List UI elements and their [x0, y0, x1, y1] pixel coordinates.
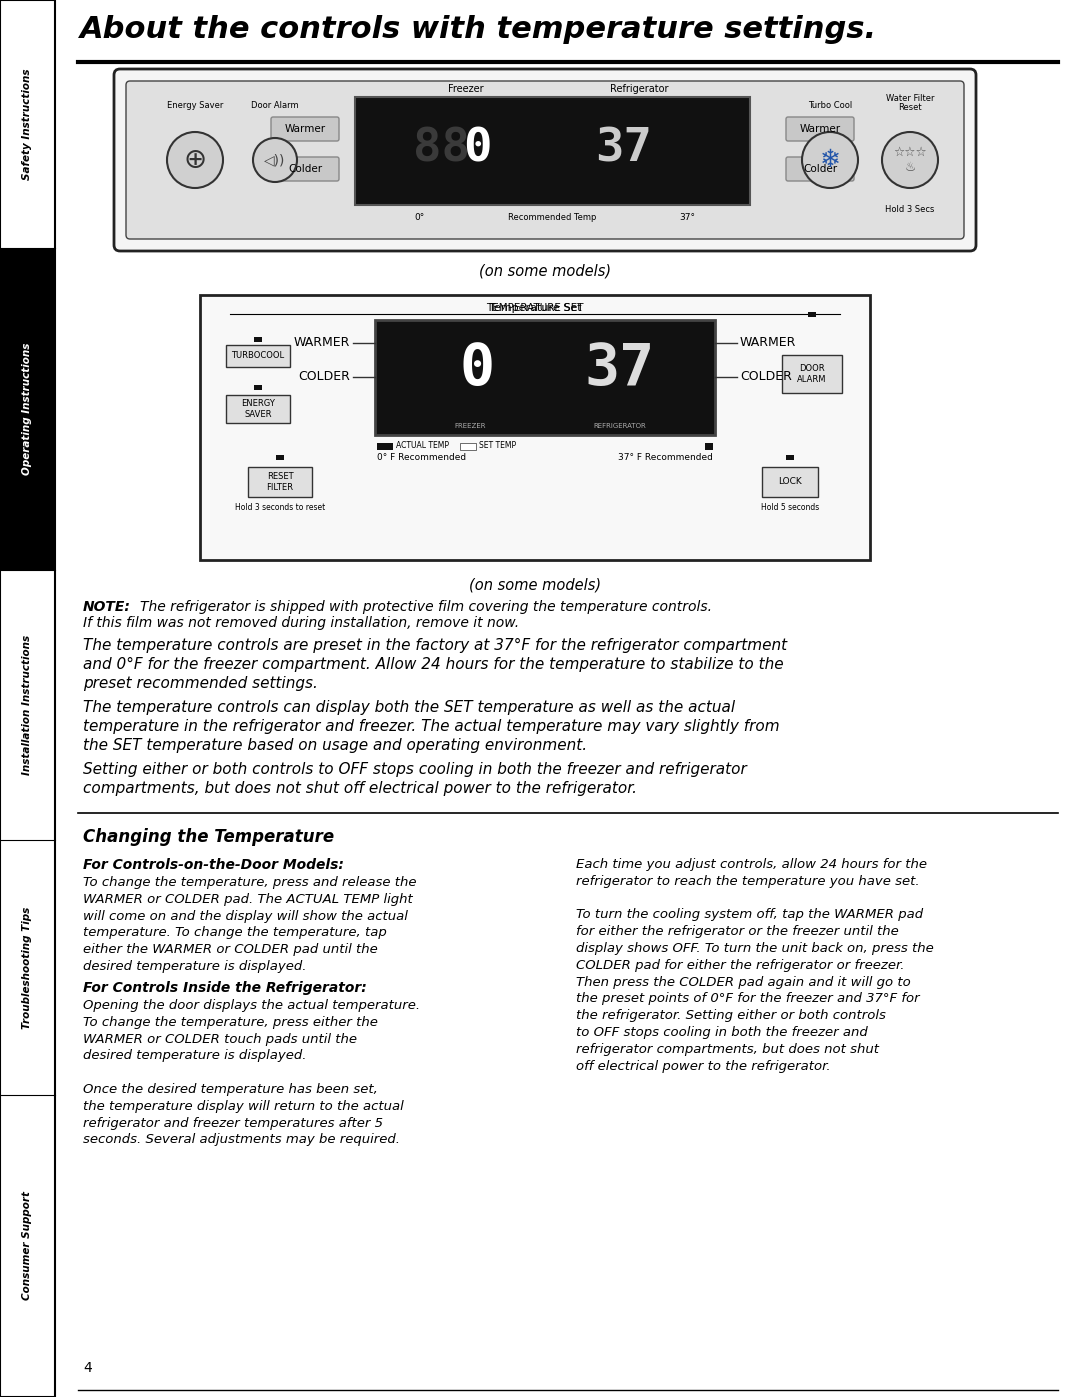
Text: SET TEMP: SET TEMP: [480, 441, 516, 450]
Text: The temperature controls are preset in the factory at ​37°F for the refrigerator: The temperature controls are preset in t…: [83, 638, 787, 692]
Circle shape: [802, 131, 858, 189]
Text: WARMER: WARMER: [740, 337, 796, 349]
Text: WARMER: WARMER: [294, 337, 350, 349]
Bar: [0, 1095, 55, 1397]
Text: For Controls Inside the Refrigerator:: For Controls Inside the Refrigerator:: [83, 981, 367, 995]
Text: 37: 37: [584, 339, 654, 397]
Text: 88: 88: [414, 126, 471, 172]
Text: ACTUAL TEMP: ACTUAL TEMP: [396, 441, 449, 450]
Text: LOCK: LOCK: [778, 478, 801, 486]
Text: ENERGY
SAVER: ENERGY SAVER: [241, 400, 275, 419]
Text: ⊕: ⊕: [184, 147, 206, 175]
Bar: [248, 467, 312, 497]
Bar: [0, 249, 55, 570]
FancyBboxPatch shape: [271, 156, 339, 182]
Text: Opening the door displays the actual temperature.
To change the temperature, pre: Opening the door displays the actual tem…: [83, 999, 420, 1147]
Text: If this film was not removed during installation, remove it now.: If this film was not removed during inst…: [83, 616, 519, 630]
Text: NOTE:: NOTE:: [83, 599, 131, 615]
Bar: [355, 96, 750, 205]
Text: 0: 0: [459, 339, 495, 397]
Circle shape: [167, 131, 222, 189]
Text: (on some models): (on some models): [469, 578, 602, 592]
Text: 0°: 0°: [415, 212, 424, 222]
Text: Hold 5 seconds: Hold 5 seconds: [761, 503, 819, 511]
Circle shape: [253, 138, 297, 182]
Text: Troubleshooting Tips: Troubleshooting Tips: [23, 907, 32, 1028]
Bar: [0, 0, 55, 249]
FancyBboxPatch shape: [786, 117, 854, 141]
Bar: [226, 395, 291, 423]
Bar: [762, 467, 818, 497]
Text: The refrigerator is shipped with protective film covering the temperature contro: The refrigerator is shipped with protect…: [140, 599, 712, 615]
Bar: [0, 840, 55, 1095]
Text: ◁)): ◁)): [265, 154, 286, 168]
Bar: [460, 443, 476, 450]
Text: Turbo Cool: Turbo Cool: [808, 101, 852, 110]
Text: 4: 4: [83, 1361, 92, 1375]
Text: For Controls-on-the-Door Models:: For Controls-on-the-Door Models:: [83, 858, 343, 872]
Bar: [0, 0, 55, 1397]
FancyBboxPatch shape: [271, 117, 339, 141]
Bar: [375, 320, 715, 434]
Bar: [0, 570, 55, 840]
Text: TEMPERATURE SET: TEMPERATURE SET: [486, 303, 584, 313]
Bar: [808, 312, 816, 317]
Text: FREEZER: FREEZER: [455, 423, 486, 429]
Text: Warmer: Warmer: [284, 124, 325, 134]
Text: To change the temperature, press and release the
WARMER or COLDER pad. The ACTUA: To change the temperature, press and rel…: [83, 876, 417, 972]
Text: 0° F Recommended: 0° F Recommended: [377, 453, 467, 462]
Text: ❄: ❄: [820, 148, 840, 172]
Text: Temperature Set: Temperature Set: [488, 303, 581, 313]
Bar: [254, 386, 262, 390]
Bar: [226, 345, 291, 367]
Bar: [377, 443, 393, 450]
Text: Water Filter: Water Filter: [886, 94, 934, 103]
Text: Freezer: Freezer: [448, 84, 484, 94]
Text: About the controls with temperature settings.: About the controls with temperature sett…: [80, 15, 877, 43]
Text: Door Alarm: Door Alarm: [252, 101, 299, 110]
Text: RESET
FILTER: RESET FILTER: [267, 472, 294, 492]
Text: Energy Saver: Energy Saver: [166, 101, 224, 110]
Text: TURBOCOOL: TURBOCOOL: [231, 352, 284, 360]
Text: REFRIGERATOR: REFRIGERATOR: [593, 423, 646, 429]
Bar: [705, 443, 713, 450]
FancyBboxPatch shape: [786, 156, 854, 182]
Text: 37° F Recommended: 37° F Recommended: [618, 453, 713, 462]
Text: DOOR
ALARM: DOOR ALARM: [797, 365, 827, 384]
Text: Recommended Temp: Recommended Temp: [509, 212, 596, 222]
Text: Hold 3 seconds to reset: Hold 3 seconds to reset: [234, 503, 325, 511]
Text: 37: 37: [595, 126, 652, 172]
Text: COLDER: COLDER: [740, 370, 792, 384]
Text: Operating Instructions: Operating Instructions: [23, 342, 32, 475]
Text: Safety Instructions: Safety Instructions: [23, 68, 32, 180]
Text: Setting either or both controls to ​OFF stops cooling in both the freezer and re: Setting either or both controls to ​OFF …: [83, 761, 746, 796]
Bar: [276, 455, 284, 460]
Text: Reset: Reset: [899, 103, 922, 112]
Text: 0: 0: [463, 126, 491, 172]
Circle shape: [882, 131, 939, 189]
Bar: [782, 355, 842, 393]
Text: Changing the Temperature: Changing the Temperature: [83, 828, 334, 847]
Text: Hold 3 Secs: Hold 3 Secs: [886, 205, 934, 214]
Text: Warmer: Warmer: [799, 124, 840, 134]
Text: Installation Instructions: Installation Instructions: [23, 636, 32, 775]
Text: 37°: 37°: [679, 212, 694, 222]
Text: Colder: Colder: [802, 163, 837, 175]
Text: ☆☆☆
♨: ☆☆☆ ♨: [893, 147, 927, 175]
Text: COLDER: COLDER: [298, 370, 350, 384]
FancyBboxPatch shape: [114, 68, 976, 251]
Bar: [200, 295, 870, 560]
FancyBboxPatch shape: [126, 81, 964, 239]
Bar: [786, 455, 794, 460]
Text: (on some models): (on some models): [478, 263, 611, 278]
Text: Each time you adjust controls, allow 24 hours for the
refrigerator to reach the : Each time you adjust controls, allow 24 …: [576, 858, 934, 1073]
Text: Consumer Support: Consumer Support: [23, 1192, 32, 1301]
Text: Refrigerator: Refrigerator: [610, 84, 669, 94]
Text: Colder: Colder: [288, 163, 322, 175]
Bar: [254, 337, 262, 342]
Text: The temperature controls can display both the ​SET temperature as well as the ac: The temperature controls can display bot…: [83, 700, 780, 753]
